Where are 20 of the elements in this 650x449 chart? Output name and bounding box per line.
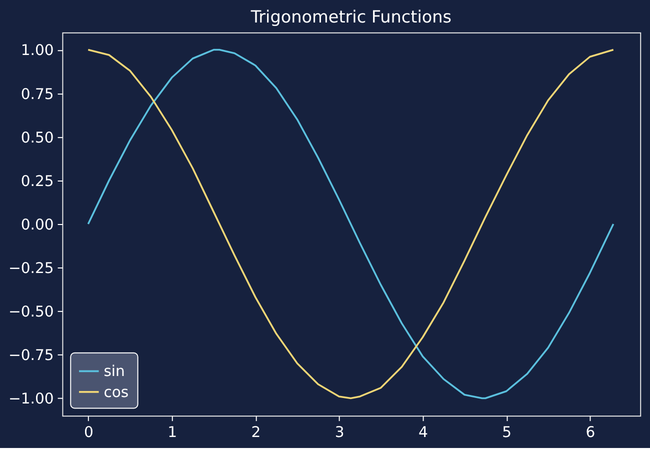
x-tick-label: 4: [418, 424, 428, 441]
y-tick-label: 0.00: [20, 216, 54, 234]
legend-label: sin: [104, 363, 125, 380]
y-tick-label: 0.75: [20, 86, 54, 103]
y-tick-label: −0.75: [8, 347, 54, 364]
y-tick-label: 0.50: [20, 129, 54, 146]
y-tick-label: −1.00: [8, 390, 54, 408]
y-tick-label: 1.00: [20, 42, 54, 60]
y-tick-label: −0.50: [8, 304, 54, 321]
x-tick-label: 3: [334, 424, 344, 441]
y-tick-label: −0.25: [8, 260, 54, 277]
x-tick-label: 5: [502, 424, 512, 441]
y-tick-label: 0.25: [20, 172, 54, 190]
legend-label: cos: [104, 384, 129, 401]
line-series: [87, 48, 614, 400]
x-tick-label: 6: [586, 424, 596, 441]
chart-title: Trigonometric Functions: [250, 6, 452, 26]
x-tick-label: 1: [168, 424, 177, 441]
x-tick-label: 2: [251, 424, 261, 441]
x-tick-label: 0: [84, 424, 94, 441]
